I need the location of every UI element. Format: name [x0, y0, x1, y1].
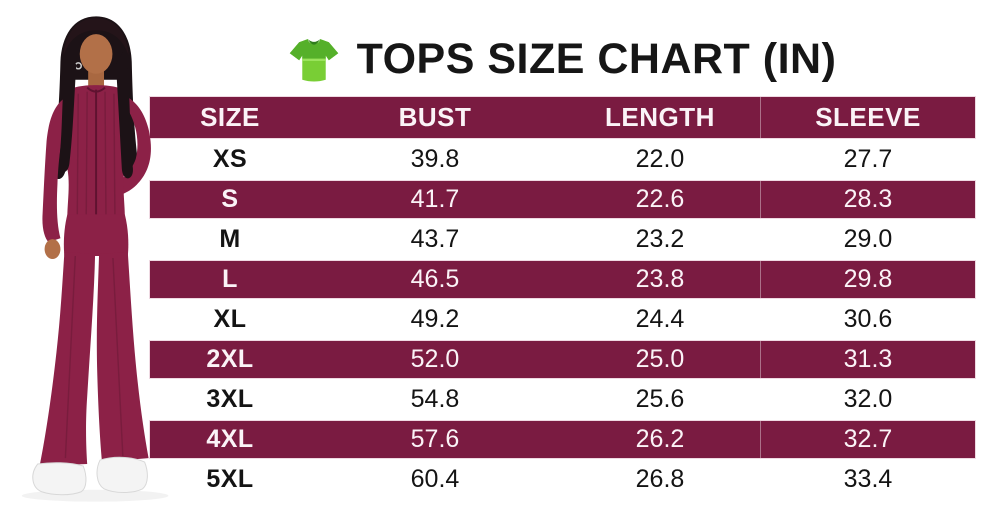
- size-cell: L: [222, 265, 238, 293]
- table-row-xs: XS 39.8 22.0 27.7: [150, 141, 975, 178]
- tshirt-icon: [289, 39, 338, 82]
- column-header-length: LENGTH: [605, 102, 715, 132]
- bust-cell: 41.7: [410, 185, 460, 213]
- bust-cell: 54.8: [410, 385, 460, 413]
- sleeve-cell: 27.7: [843, 145, 893, 173]
- column-header-sleeve: SLEEVE: [760, 97, 975, 138]
- sleeve-cell: 33.4: [843, 465, 893, 493]
- table-row-2xl: 2XL 52.0 25.0 31.3: [150, 341, 975, 378]
- bust-cell: 43.7: [410, 225, 460, 253]
- bust-cell: 52.0: [410, 345, 460, 373]
- table-row-4xl: 4XL 57.6 26.2 32.7: [150, 421, 975, 458]
- length-cell: 24.4: [635, 305, 685, 333]
- table-row-3xl: 3XL 54.8 25.6 32.0: [150, 381, 975, 418]
- length-cell: 25.0: [635, 345, 685, 373]
- size-cell: 5XL: [206, 465, 254, 493]
- length-cell: 26.2: [635, 425, 685, 453]
- sleeve-cell: 29.0: [843, 225, 893, 253]
- size-cell: XS: [212, 145, 248, 173]
- length-cell: 22.0: [635, 145, 685, 173]
- table-row-5xl: 5XL 60.4 26.8 33.4: [150, 461, 975, 498]
- table-row-xl: XL 49.2 24.4 30.6: [150, 301, 975, 338]
- size-cell: XL: [213, 305, 247, 333]
- table-row-m: M 43.7 23.2 29.0: [150, 221, 975, 258]
- sleeve-cell: 30.6: [843, 305, 893, 333]
- bust-cell: 46.5: [410, 265, 460, 293]
- length-cell: 23.2: [635, 225, 685, 253]
- length-cell: 22.6: [635, 185, 685, 213]
- bust-cell: 57.6: [410, 425, 460, 453]
- size-cell: 4XL: [206, 425, 254, 453]
- page-title: TOPS SIZE CHART (IN): [356, 34, 837, 83]
- title-bar: TOPS SIZE CHART (IN): [150, 28, 975, 90]
- size-cell: S: [221, 185, 239, 213]
- bust-cell: 60.4: [410, 465, 460, 493]
- table-row-s: S 41.7 22.6 28.3: [150, 181, 975, 218]
- column-header-bust: BUST: [398, 102, 472, 132]
- sleeve-cell: 29.8: [760, 261, 975, 298]
- sleeve-cell: 31.3: [760, 341, 975, 378]
- size-table: SIZE BUST LENGTH SLEEVE XS 39.8 22.0 27.…: [150, 97, 975, 498]
- length-cell: 25.6: [635, 385, 685, 413]
- size-cell: 3XL: [206, 385, 254, 413]
- sleeve-cell: 32.0: [843, 385, 893, 413]
- bust-cell: 49.2: [410, 305, 460, 333]
- column-header-size: SIZE: [200, 102, 260, 132]
- size-cell: M: [219, 225, 241, 253]
- length-cell: 26.8: [635, 465, 685, 493]
- length-cell: 23.8: [635, 265, 685, 293]
- sleeve-cell: 28.3: [760, 181, 975, 218]
- table-row-l: L 46.5 23.8 29.8: [150, 261, 975, 298]
- table-header-row: SIZE BUST LENGTH SLEEVE: [150, 97, 975, 138]
- size-cell: 2XL: [206, 345, 254, 373]
- model-illustration: [21, 16, 169, 502]
- model-photo: [2, 8, 210, 508]
- bust-cell: 39.8: [410, 145, 460, 173]
- sleeve-cell: 32.7: [760, 421, 975, 458]
